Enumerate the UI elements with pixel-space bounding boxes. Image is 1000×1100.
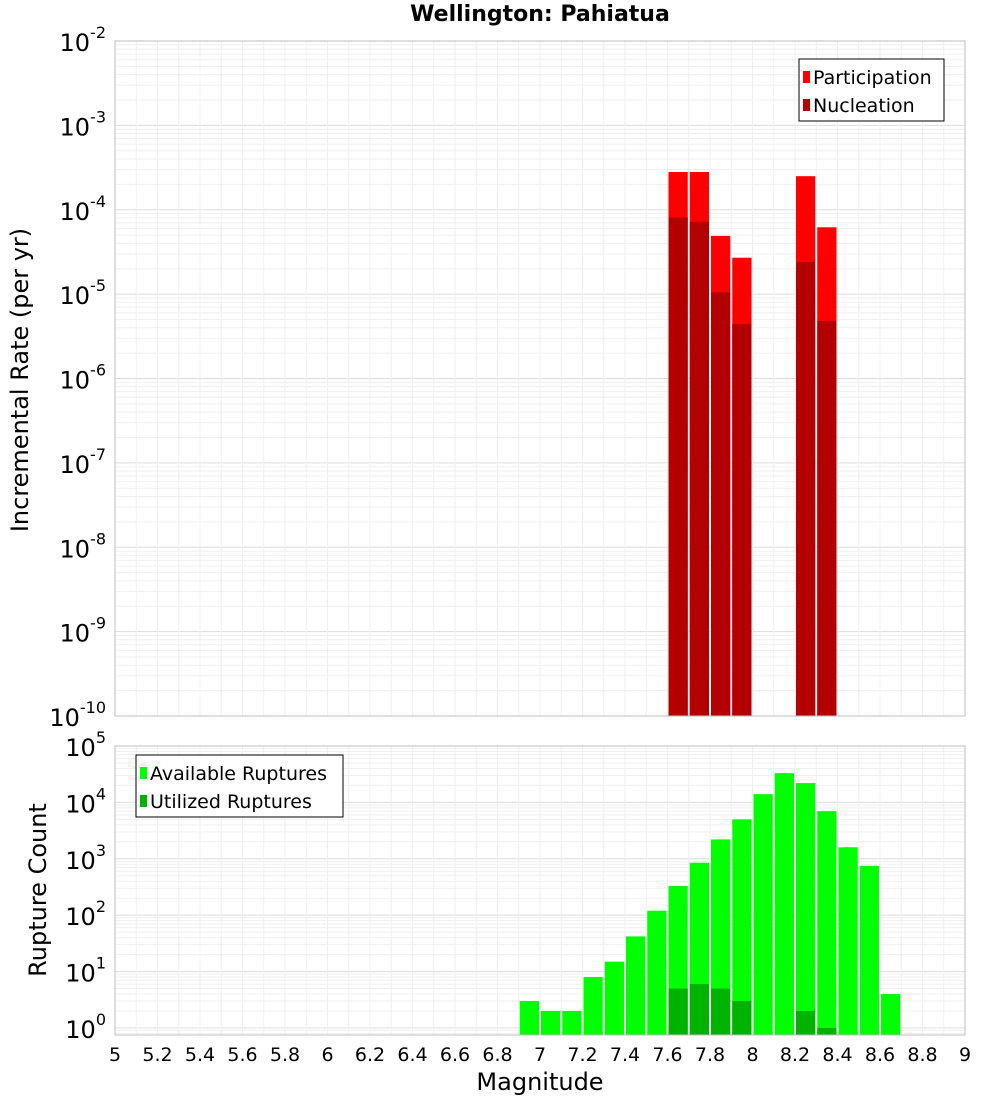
x-tick-label: 8 [746, 1044, 758, 1066]
bar-available-ruptures [732, 819, 752, 1035]
y-tick-label: 101 [65, 954, 106, 988]
legend-swatch [803, 99, 810, 111]
rupture-count-plot: 100 101 102 103 104 105 Available Ruptures Util… [65, 728, 971, 1066]
y-tick-label: 10-7 [60, 445, 107, 479]
y-tick-label: 10-2 [60, 23, 107, 57]
plot-frame [114, 745, 966, 1036]
x-tick-label: 6.2 [355, 1044, 385, 1066]
bar-nucleation [711, 292, 731, 716]
legend-box [798, 58, 945, 122]
x-tick-label: 7.8 [695, 1044, 725, 1066]
bar-nucleation [732, 324, 752, 716]
count-y-axis-label: Rupture Count [24, 803, 52, 977]
bar-available-ruptures [881, 994, 901, 1035]
bar-available-ruptures [626, 936, 646, 1035]
x-tick-label: 5.4 [185, 1044, 215, 1066]
bar-available-ruptures [838, 847, 858, 1035]
x-tick-label: 7.4 [610, 1044, 640, 1066]
y-tick-label: 105 [65, 728, 106, 762]
legend-label: Utilized Ruptures [150, 791, 312, 813]
y-tick-label: 10-6 [60, 361, 107, 395]
legend-swatch [140, 767, 147, 779]
y-tick-label: 100 [65, 1010, 106, 1044]
bar-utilized-ruptures [796, 1010, 816, 1035]
bar-nucleation [817, 321, 837, 716]
y-tick-label: 10-9 [60, 614, 107, 648]
y-tick-label: 10-8 [60, 529, 107, 563]
legend-swatch [803, 71, 810, 83]
y-tick-label: 102 [65, 897, 106, 931]
rate-y-axis-label: Incremental Rate (per yr) [6, 228, 34, 532]
legend-label: Nucleation [813, 95, 915, 117]
x-tick-label: 6.6 [440, 1044, 470, 1066]
x-tick-label: 8.8 [907, 1044, 937, 1066]
bar-available-ruptures [604, 961, 624, 1035]
bar-utilized-ruptures [668, 988, 688, 1035]
bar-available-ruptures [817, 811, 837, 1035]
x-tick-label: 8.4 [822, 1044, 852, 1066]
y-tick-label: 103 [65, 841, 106, 875]
x-tick-label: 8.2 [780, 1044, 810, 1066]
bar-available-ruptures [647, 910, 667, 1035]
x-tick-label: 7 [534, 1044, 546, 1066]
x-tick-label: 8.6 [865, 1044, 895, 1066]
legend-label: Available Ruptures [150, 763, 327, 785]
legend-swatch [140, 795, 147, 807]
y-tick-label: 10-10 [49, 698, 106, 732]
bar-available-ruptures [796, 783, 816, 1035]
x-tick-label: 6.8 [482, 1044, 512, 1066]
chart-title: Wellington: Pahiatua [410, 2, 670, 27]
x-tick-label: 5.2 [142, 1044, 172, 1066]
bar-utilized-ruptures [817, 1027, 837, 1035]
y-tick-label: 104 [65, 784, 106, 818]
legend-label: Participation [813, 67, 932, 89]
y-tick-label: 10-5 [60, 276, 107, 310]
bar-available-ruptures [541, 1010, 561, 1035]
plot-frame [114, 40, 966, 717]
x-tick-label: 6.4 [397, 1044, 427, 1066]
y-tick-label: 10-4 [60, 192, 107, 226]
bar-available-ruptures [711, 839, 731, 1035]
rate-plot: 10-10 10-9 10-8 10-7 10-6 10-5 10-4 10-3 10-2 Par… [49, 23, 966, 732]
bar-available-ruptures [583, 977, 603, 1035]
bar-utilized-ruptures [732, 1001, 752, 1035]
bar-available-ruptures [859, 865, 879, 1035]
bar-available-ruptures [774, 773, 794, 1035]
bar-nucleation [796, 262, 816, 716]
legend-box [135, 754, 344, 818]
x-tick-label: 7.2 [567, 1044, 597, 1066]
bar-nucleation [668, 217, 688, 717]
x-tick-label: 9 [959, 1044, 971, 1066]
x-tick-label: 6 [321, 1044, 333, 1066]
bar-utilized-ruptures [711, 988, 731, 1035]
x-tick-label: 5 [109, 1044, 121, 1066]
y-tick-label: 10-3 [60, 107, 107, 141]
bar-available-ruptures [519, 1001, 539, 1035]
x-tick-label: 7.6 [652, 1044, 682, 1066]
x-tick-label: 5.8 [270, 1044, 300, 1066]
x-axis-label: Magnitude [476, 1068, 603, 1096]
x-tick-label: 5.6 [227, 1044, 257, 1066]
bar-nucleation [689, 221, 709, 716]
bar-utilized-ruptures [689, 984, 709, 1035]
bar-available-ruptures [753, 794, 773, 1035]
bar-available-ruptures [562, 1010, 582, 1035]
